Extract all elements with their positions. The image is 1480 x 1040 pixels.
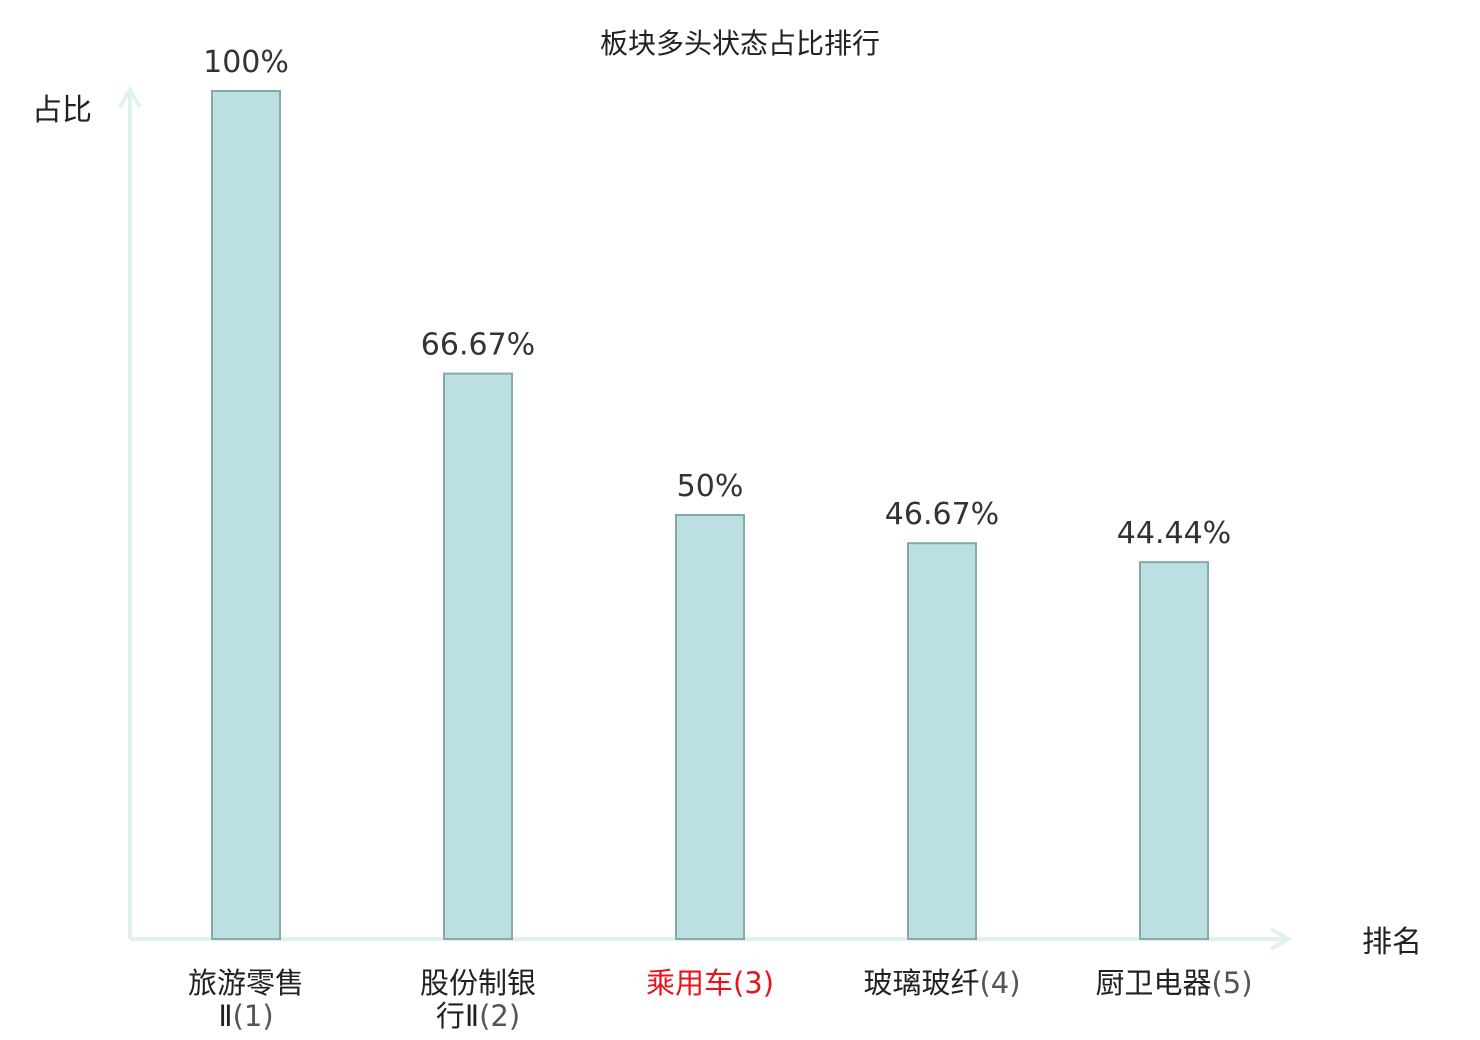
chart-title: 板块多头状态占比排行 <box>600 27 880 60</box>
bar-value-label: 50% <box>677 469 744 504</box>
x-tick-label: 旅游零售 <box>188 966 304 1000</box>
bars-group <box>211 90 1209 940</box>
bar-value-label: 44.44% <box>1117 516 1231 551</box>
bar <box>211 90 281 940</box>
bar <box>907 542 977 940</box>
bar <box>1139 561 1209 940</box>
x-axis-label: 排名 <box>1362 925 1422 960</box>
y-axis-label: 占比 <box>32 93 92 128</box>
x-tick-label: Ⅱ(1) <box>218 999 273 1033</box>
bar-value-label: 46.67% <box>885 497 999 532</box>
bar-value-label: 100% <box>203 45 289 80</box>
x-tick-label: 玻璃玻纤(4) <box>863 966 1020 1000</box>
bar <box>443 372 513 940</box>
x-tick-label: 厨卫电器(5) <box>1095 966 1252 1000</box>
bar-value-label: 66.67% <box>421 328 535 363</box>
x-axis-arrow <box>1269 927 1292 951</box>
y-axis-arrow <box>118 86 142 109</box>
bar <box>675 514 745 940</box>
value-labels-group: 100% 66.67% 50% 46.67% 44.44% <box>203 45 1231 551</box>
x-tick-label: 股份制银 <box>420 966 536 1000</box>
x-tick-label: 行Ⅱ(2) <box>436 999 520 1033</box>
x-tick-label: 乘用车(3) <box>646 966 774 1000</box>
